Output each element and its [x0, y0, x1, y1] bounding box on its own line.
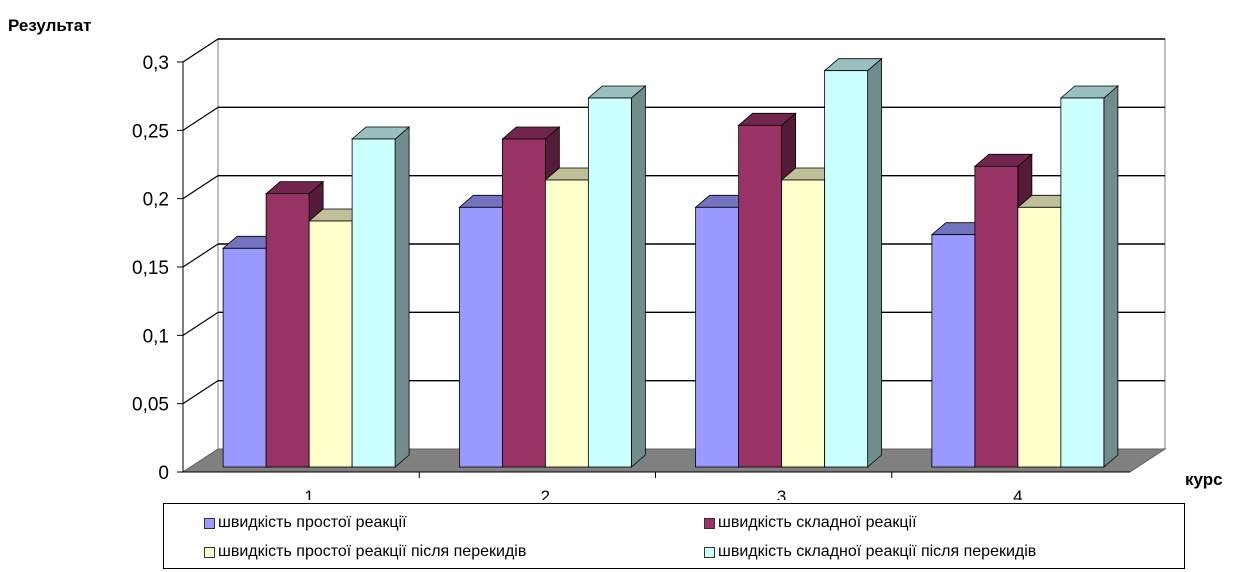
- y-tick-label: 0,1: [143, 326, 169, 347]
- legend-label: швидкість складної реакції після перекид…: [718, 543, 1037, 560]
- bar-front: [265, 193, 310, 468]
- legend-item: швидкість складної реакції: [704, 512, 917, 534]
- bar-front: [1017, 206, 1062, 468]
- legend-swatch: [204, 517, 215, 529]
- y-tick-label: 0,3: [143, 53, 169, 74]
- bar-side: [867, 57, 883, 468]
- gridline-side: [182, 38, 219, 63]
- bar: [587, 85, 647, 468]
- bar-front: [695, 206, 740, 468]
- x-axis-title: курс: [1185, 470, 1223, 489]
- bar-front: [308, 220, 353, 468]
- gridline-side: [182, 311, 219, 336]
- legend-swatch: [204, 546, 215, 558]
- bar-front: [781, 179, 826, 468]
- y-tick-label: 0,2: [143, 190, 169, 211]
- bar-front: [351, 138, 396, 468]
- bar-front: [501, 138, 546, 468]
- bar-front: [974, 165, 1019, 468]
- bars: [222, 57, 1119, 468]
- bar-side: [394, 126, 410, 468]
- bar-side: [630, 85, 646, 468]
- legend-label: швидкість простої реакції: [218, 514, 407, 531]
- legend: швидкість простої реакції швидкість склад…: [163, 503, 1185, 569]
- bar: [351, 126, 411, 468]
- bar-front: [931, 234, 976, 468]
- legend-item: швидкість простої реакції: [204, 512, 407, 534]
- legend-item: швидкість складної реакції після перекид…: [704, 541, 1036, 563]
- x-tick-label: 2: [541, 487, 550, 500]
- bar-front: [458, 206, 503, 468]
- bar-front: [222, 247, 267, 468]
- gridline-side: [182, 243, 219, 268]
- x-tick-labels: 1 2 3 4: [304, 487, 1022, 500]
- bar-side: [1103, 85, 1119, 468]
- bar-front: [544, 179, 589, 468]
- legend-label: швидкість простої реакції після перекиді…: [218, 543, 527, 560]
- bar-chart: 0 0,05 0,1 0,15 0,2 0,25 0,3 1 2 3 4 Результат ку…: [8, 16, 1223, 500]
- x-tick-label: 1: [304, 487, 313, 500]
- y-tick-label: 0,25: [132, 121, 169, 142]
- bar: [823, 57, 883, 468]
- y-tick-labels: 0 0,05 0,1 0,15 0,2 0,25 0,3: [132, 53, 169, 484]
- y-tick-label: 0,05: [132, 395, 169, 416]
- bar-front: [824, 70, 869, 468]
- y-tick-label: 0: [158, 463, 169, 484]
- gridline-side: [182, 380, 219, 405]
- y-tick-label: 0,15: [132, 258, 169, 279]
- axes: [177, 61, 1130, 478]
- gridline-side: [182, 106, 219, 131]
- bar-front: [587, 97, 632, 468]
- legend-swatch: [704, 546, 715, 558]
- bar-front: [738, 124, 783, 468]
- legend-swatch: [704, 517, 715, 529]
- legend-item: швидкість простої реакції після перекиді…: [204, 541, 526, 563]
- x-tick-label: 4: [1013, 487, 1022, 500]
- gridline-side: [182, 175, 219, 200]
- x-tick-label: 3: [777, 487, 786, 500]
- y-axis-title: Результат: [8, 16, 92, 35]
- legend-label: швидкість складної реакції: [718, 514, 917, 531]
- bar-front: [1060, 97, 1105, 468]
- bar: [1059, 85, 1119, 468]
